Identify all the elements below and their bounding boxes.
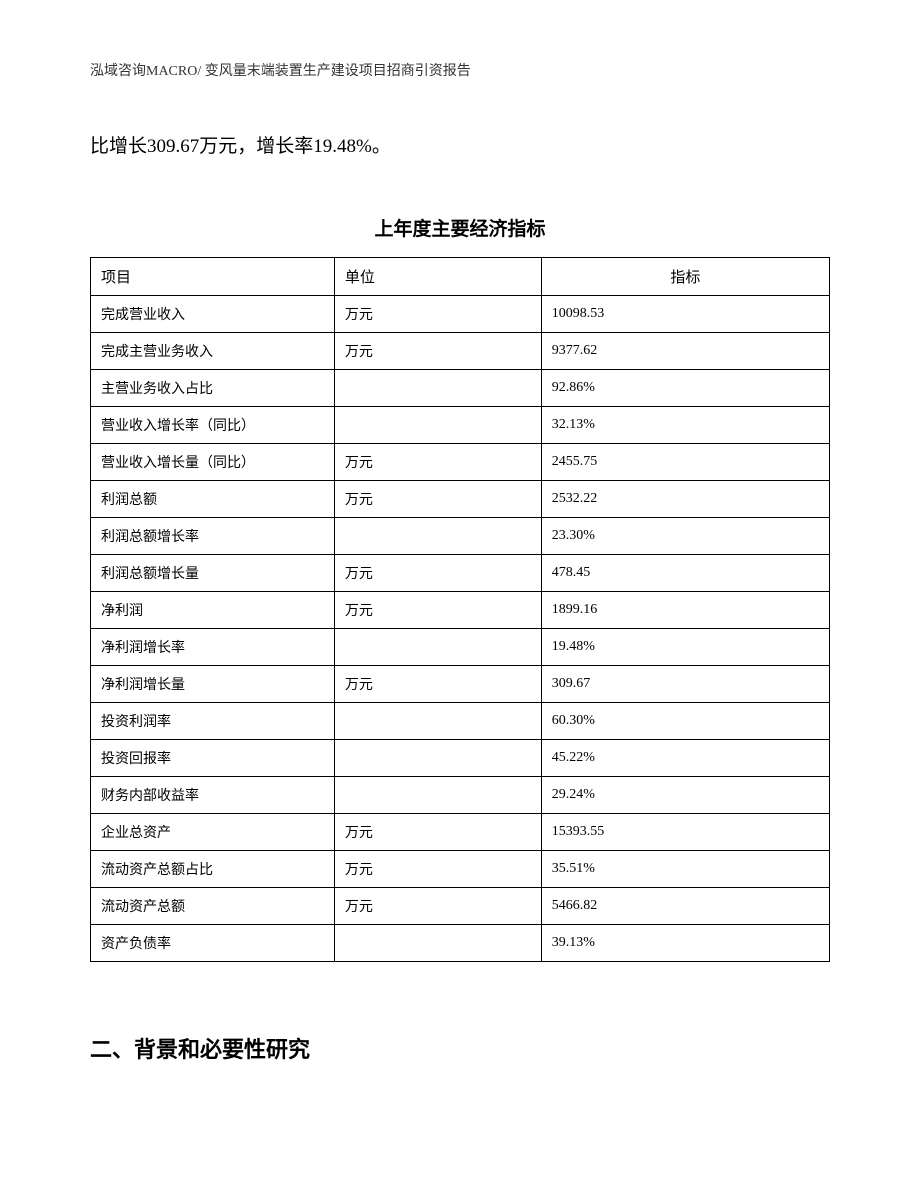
cell-unit xyxy=(334,370,541,407)
body-paragraph: 比增长309.67万元，增长率19.48%。 xyxy=(90,130,830,164)
cell-value: 39.13% xyxy=(541,925,829,962)
cell-item: 投资回报率 xyxy=(91,740,335,777)
table-row: 营业收入增长量（同比）万元2455.75 xyxy=(91,444,830,481)
column-header-item: 项目 xyxy=(91,258,335,296)
cell-value: 60.30% xyxy=(541,703,829,740)
table-row: 主营业务收入占比 92.86% xyxy=(91,370,830,407)
cell-item: 流动资产总额 xyxy=(91,888,335,925)
table-title: 上年度主要经济指标 xyxy=(90,214,830,241)
table-body: 完成营业收入万元10098.53完成主营业务收入万元9377.62主营业务收入占… xyxy=(91,296,830,962)
cell-item: 营业收入增长量（同比） xyxy=(91,444,335,481)
cell-value: 10098.53 xyxy=(541,296,829,333)
cell-unit: 万元 xyxy=(334,666,541,703)
cell-value: 2532.22 xyxy=(541,481,829,518)
cell-item: 投资利润率 xyxy=(91,703,335,740)
table-row: 流动资产总额万元5466.82 xyxy=(91,888,830,925)
cell-item: 完成主营业务收入 xyxy=(91,333,335,370)
cell-unit: 万元 xyxy=(334,296,541,333)
table-row: 净利润万元1899.16 xyxy=(91,592,830,629)
table-header-row: 项目 单位 指标 xyxy=(91,258,830,296)
cell-item: 利润总额 xyxy=(91,481,335,518)
table-row: 完成主营业务收入万元9377.62 xyxy=(91,333,830,370)
cell-item: 利润总额增长量 xyxy=(91,555,335,592)
cell-unit xyxy=(334,407,541,444)
table-row: 利润总额增长率 23.30% xyxy=(91,518,830,555)
column-header-unit: 单位 xyxy=(334,258,541,296)
cell-unit: 万元 xyxy=(334,888,541,925)
cell-unit xyxy=(334,777,541,814)
economic-indicators-table: 项目 单位 指标 完成营业收入万元10098.53完成主营业务收入万元9377.… xyxy=(90,257,830,962)
cell-item: 利润总额增长率 xyxy=(91,518,335,555)
cell-item: 企业总资产 xyxy=(91,814,335,851)
cell-value: 23.30% xyxy=(541,518,829,555)
column-header-value: 指标 xyxy=(541,258,829,296)
cell-unit: 万元 xyxy=(334,444,541,481)
table-row: 净利润增长率 19.48% xyxy=(91,629,830,666)
table-row: 企业总资产万元15393.55 xyxy=(91,814,830,851)
cell-item: 完成营业收入 xyxy=(91,296,335,333)
table-row: 完成营业收入万元10098.53 xyxy=(91,296,830,333)
table-row: 投资回报率 45.22% xyxy=(91,740,830,777)
cell-value: 5466.82 xyxy=(541,888,829,925)
table-row: 利润总额增长量万元478.45 xyxy=(91,555,830,592)
page-header: 泓域咨询MACRO/ 变风量末端装置生产建设项目招商引资报告 xyxy=(90,60,830,80)
cell-unit xyxy=(334,629,541,666)
table-row: 投资利润率 60.30% xyxy=(91,703,830,740)
cell-value: 35.51% xyxy=(541,851,829,888)
cell-unit xyxy=(334,925,541,962)
table-row: 净利润增长量万元309.67 xyxy=(91,666,830,703)
cell-unit: 万元 xyxy=(334,555,541,592)
cell-unit xyxy=(334,703,541,740)
cell-item: 营业收入增长率（同比） xyxy=(91,407,335,444)
table-row: 财务内部收益率 29.24% xyxy=(91,777,830,814)
section-heading: 二、背景和必要性研究 xyxy=(90,1032,830,1064)
cell-value: 1899.16 xyxy=(541,592,829,629)
cell-unit: 万元 xyxy=(334,851,541,888)
cell-item: 流动资产总额占比 xyxy=(91,851,335,888)
cell-value: 45.22% xyxy=(541,740,829,777)
cell-value: 32.13% xyxy=(541,407,829,444)
cell-unit xyxy=(334,740,541,777)
cell-item: 主营业务收入占比 xyxy=(91,370,335,407)
table-row: 资产负债率 39.13% xyxy=(91,925,830,962)
cell-item: 净利润增长量 xyxy=(91,666,335,703)
cell-value: 29.24% xyxy=(541,777,829,814)
cell-value: 309.67 xyxy=(541,666,829,703)
table-row: 流动资产总额占比万元35.51% xyxy=(91,851,830,888)
cell-item: 资产负债率 xyxy=(91,925,335,962)
cell-item: 净利润 xyxy=(91,592,335,629)
cell-value: 15393.55 xyxy=(541,814,829,851)
cell-value: 92.86% xyxy=(541,370,829,407)
cell-item: 财务内部收益率 xyxy=(91,777,335,814)
cell-unit: 万元 xyxy=(334,814,541,851)
cell-unit xyxy=(334,518,541,555)
cell-value: 478.45 xyxy=(541,555,829,592)
cell-item: 净利润增长率 xyxy=(91,629,335,666)
cell-unit: 万元 xyxy=(334,333,541,370)
cell-value: 2455.75 xyxy=(541,444,829,481)
table-row: 营业收入增长率（同比） 32.13% xyxy=(91,407,830,444)
cell-value: 9377.62 xyxy=(541,333,829,370)
cell-value: 19.48% xyxy=(541,629,829,666)
table-row: 利润总额万元2532.22 xyxy=(91,481,830,518)
cell-unit: 万元 xyxy=(334,592,541,629)
cell-unit: 万元 xyxy=(334,481,541,518)
